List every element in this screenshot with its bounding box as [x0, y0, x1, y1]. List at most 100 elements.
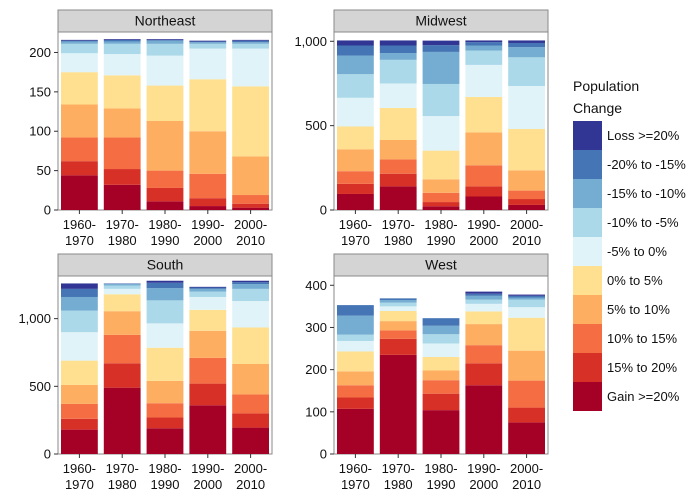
- legend-title: Change: [573, 100, 622, 116]
- x-tick-label: 1970-: [106, 461, 139, 476]
- bar-segment: [104, 39, 141, 40]
- x-tick-label: 1960-: [339, 217, 372, 232]
- bar-segment: [189, 287, 226, 288]
- x-tick-label: 1990: [427, 233, 456, 248]
- bar-segment: [423, 202, 460, 206]
- legend-label: -5% to 0%: [607, 244, 667, 259]
- legend-swatch: [573, 353, 602, 382]
- x-tick-label: 1970: [65, 477, 94, 492]
- bar-segment: [508, 422, 545, 454]
- bar-segment: [189, 42, 226, 44]
- panel-title: South: [147, 257, 184, 273]
- bar-segment: [337, 74, 374, 98]
- x-tick-label: 2000: [469, 477, 498, 492]
- x-tick-label: 1970: [65, 233, 94, 248]
- bar-segment: [104, 294, 141, 311]
- bar-segment: [189, 131, 226, 174]
- legend-title: Population: [573, 78, 639, 94]
- bar-segment: [423, 318, 460, 326]
- bar-segment: [104, 284, 141, 285]
- bar-segment: [61, 175, 98, 210]
- bar-segment: [465, 197, 502, 210]
- bar-segment: [232, 394, 269, 413]
- bar-segment: [147, 323, 184, 347]
- bar-segment: [423, 52, 460, 84]
- bar-segment: [423, 116, 460, 151]
- bar-segment: [61, 41, 98, 42]
- y-tick-label: 0: [44, 447, 51, 462]
- x-tick-label: 1970: [341, 477, 370, 492]
- bar-segment: [423, 179, 460, 192]
- x-tick-label: 1970-: [106, 217, 139, 232]
- x-tick-label: 1960-: [63, 461, 96, 476]
- panel-title: West: [425, 257, 457, 273]
- bar-segment: [61, 289, 98, 297]
- bar-segment: [465, 51, 502, 65]
- bar-segment: [189, 41, 226, 42]
- bar-segment: [104, 138, 141, 170]
- y-tick-label: 50: [37, 163, 51, 178]
- bar-segment: [380, 303, 417, 307]
- bar-segment: [61, 161, 98, 175]
- bar-segment: [189, 384, 226, 406]
- bar-segment: [189, 49, 226, 80]
- bar-segment: [189, 288, 226, 289]
- bar-segment: [508, 307, 545, 318]
- x-tick-label: 1980: [108, 233, 137, 248]
- bar-segment: [61, 72, 98, 104]
- bar-segment: [61, 104, 98, 137]
- bar-segment: [508, 298, 545, 300]
- bar-segment: [189, 174, 226, 198]
- bar-segment: [465, 294, 502, 296]
- bar-segment: [232, 208, 269, 210]
- y-tick-label: 0: [44, 203, 51, 218]
- bar-segment: [337, 341, 374, 352]
- bar-segment: [465, 324, 502, 345]
- legend-swatch: [573, 237, 602, 266]
- bar-segment: [423, 45, 460, 52]
- bar-segment: [104, 41, 141, 43]
- x-tick-label: 1980: [108, 477, 137, 492]
- x-tick-label: 1980-: [148, 217, 181, 232]
- legend-label: 15% to 20%: [607, 360, 678, 375]
- bar-segment: [232, 428, 269, 454]
- bar-segment: [337, 409, 374, 454]
- x-tick-label: 1980: [384, 233, 413, 248]
- x-tick-label: 1960-: [339, 461, 372, 476]
- bar-segment: [337, 45, 374, 55]
- bar-segment: [508, 351, 545, 381]
- bar-segment: [423, 334, 460, 343]
- bar-segment: [337, 194, 374, 210]
- bar-segment: [104, 363, 141, 387]
- legend-label: Loss >=20%: [607, 128, 680, 143]
- bar-segment: [465, 65, 502, 97]
- bar-segment: [508, 129, 545, 170]
- bar-segment: [104, 185, 141, 210]
- bar-segment: [423, 151, 460, 180]
- bar-segment: [61, 332, 98, 360]
- bar-segment: [104, 335, 141, 363]
- x-tick-label: 2010: [236, 233, 265, 248]
- bar-segment: [465, 97, 502, 132]
- bar-segment: [337, 184, 374, 194]
- legend-label: -10% to -5%: [607, 215, 679, 230]
- bar-segment: [147, 348, 184, 381]
- bar-segment: [423, 41, 460, 46]
- panel-northeast: Northeast0501001502001960-19701970-19801…: [29, 10, 272, 248]
- bar-segment: [508, 40, 545, 43]
- y-tick-label: 1,000: [18, 311, 51, 326]
- bar-segment: [232, 86, 269, 156]
- bar-segment: [423, 380, 460, 393]
- bar-segment: [465, 40, 502, 42]
- bar-segment: [189, 331, 226, 358]
- bar-segment: [232, 301, 269, 327]
- bar-segment: [147, 300, 184, 323]
- bar-segment: [337, 126, 374, 149]
- bar-segment: [104, 311, 141, 335]
- bar-segment: [232, 49, 269, 87]
- y-tick-label: 500: [305, 118, 327, 133]
- bar-segment: [380, 108, 417, 140]
- bar-segment: [147, 288, 184, 300]
- bar-segment: [423, 357, 460, 370]
